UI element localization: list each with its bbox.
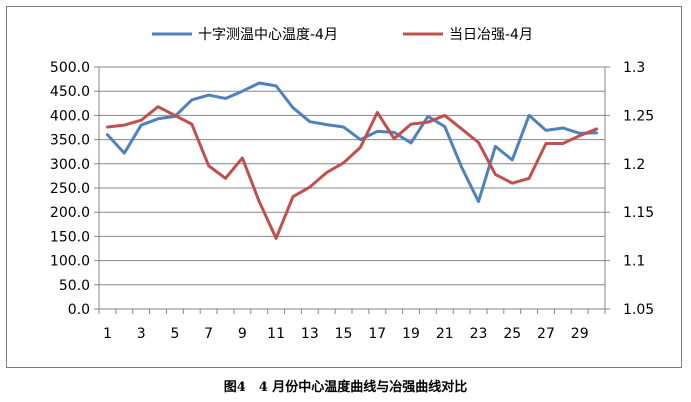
left-tick-label: 200.0 bbox=[50, 205, 90, 221]
series-line-smelting-intensity bbox=[105, 105, 599, 240]
x-axis-ticks: 1 3 5 7 9 11 13 15 17 19 21 23 25 27 29 bbox=[103, 326, 589, 342]
right-tick-label: 1.05 bbox=[623, 302, 654, 318]
legend: 十字测温中心温度-4月 当日冶强-4月 bbox=[152, 27, 533, 43]
left-tick-label: 250.0 bbox=[50, 181, 90, 197]
x-tick-label: 25 bbox=[503, 326, 521, 342]
right-tick-label: 1.2 bbox=[623, 157, 645, 173]
left-tick-label: 100.0 bbox=[50, 254, 90, 270]
x-tick-label: 17 bbox=[368, 326, 386, 342]
left-axis-ticks: 0.0 50.0 100.0 150.0 200.0 250.0 300.0 350.0 400… bbox=[50, 60, 90, 318]
left-tick-label: 500.0 bbox=[50, 60, 90, 76]
x-tick-label: 1 bbox=[103, 326, 112, 342]
left-tick-label: 150.0 bbox=[50, 229, 90, 245]
x-tick-label: 9 bbox=[238, 326, 247, 342]
left-tick-label: 50.0 bbox=[59, 278, 90, 294]
x-tick-label: 27 bbox=[537, 326, 555, 342]
x-tick-label: 21 bbox=[436, 326, 454, 342]
left-tick-label: 400.0 bbox=[50, 108, 90, 124]
right-axis-ticks: 1.05 1.1 1.15 1.2 1.25 1.3 bbox=[623, 60, 654, 318]
axes bbox=[94, 66, 610, 314]
right-tick-label: 1.25 bbox=[623, 108, 654, 124]
x-tick-label: 11 bbox=[267, 326, 285, 342]
x-tick-label: 5 bbox=[170, 326, 179, 342]
x-tick-label: 29 bbox=[571, 326, 589, 342]
right-tick-label: 1.15 bbox=[623, 205, 654, 221]
x-tick-label: 19 bbox=[402, 326, 420, 342]
series-layer bbox=[105, 81, 599, 240]
x-tick-label: 3 bbox=[137, 326, 146, 342]
x-tick-label: 23 bbox=[470, 326, 488, 342]
left-tick-label: 450.0 bbox=[50, 84, 90, 100]
left-tick-label: 300.0 bbox=[50, 157, 90, 173]
left-tick-label: 350.0 bbox=[50, 133, 90, 149]
legend-label: 十字测温中心温度-4月 bbox=[198, 27, 338, 43]
chart-svg: 0.0 50.0 100.0 150.0 200.0 250.0 300.0 350.0 400… bbox=[50, 27, 654, 342]
chart-frame: 0.0 50.0 100.0 150.0 200.0 250.0 300.0 350.0 400… bbox=[6, 6, 682, 368]
left-tick-label: 0.0 bbox=[68, 302, 90, 318]
series-line-center-temperature bbox=[105, 81, 599, 204]
figure-caption: 图4 4 月份中心温度曲线与冶强曲线对比 bbox=[223, 380, 468, 395]
legend-label: 当日冶强-4月 bbox=[449, 27, 533, 43]
right-tick-label: 1.3 bbox=[623, 60, 645, 76]
x-tick-label: 7 bbox=[204, 326, 213, 342]
x-tick-label: 15 bbox=[335, 326, 353, 342]
x-tick-label: 13 bbox=[301, 326, 319, 342]
right-tick-label: 1.1 bbox=[623, 254, 645, 270]
grid bbox=[99, 66, 605, 286]
